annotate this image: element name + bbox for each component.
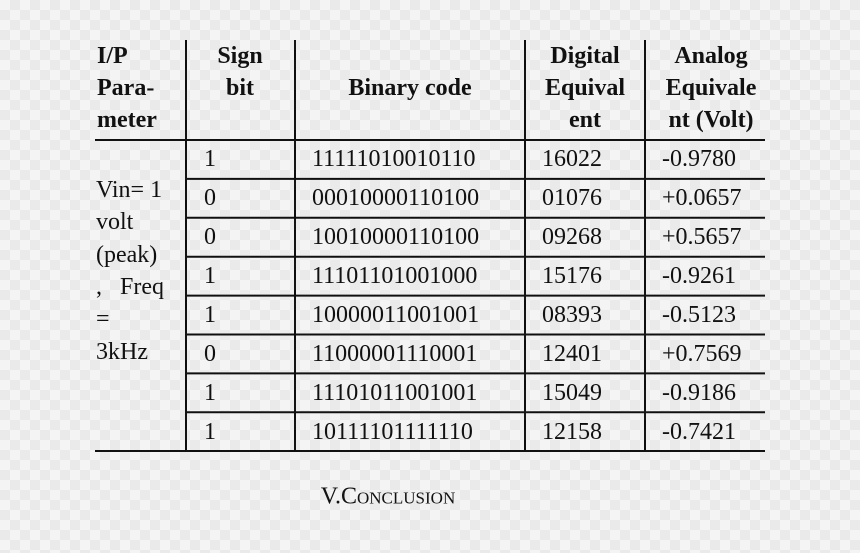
cell: 1 xyxy=(204,418,216,445)
cell: 1 xyxy=(204,379,216,406)
parameter-text: Vin= 1 xyxy=(96,177,163,203)
cell: +0.0657 xyxy=(662,185,742,212)
cell: 1 xyxy=(204,263,216,290)
cell: 11111010010110 xyxy=(312,146,476,173)
cell: 11000001110001 xyxy=(312,340,478,367)
cell: 01076 xyxy=(542,185,602,212)
header-cell: bit xyxy=(225,75,255,101)
cell: 15176 xyxy=(542,263,602,290)
cell: 12401 xyxy=(542,340,602,367)
cell: 10111101111110 xyxy=(312,418,473,445)
cell: 0 xyxy=(204,224,216,251)
cell: 10010000110100 xyxy=(312,224,480,251)
cell: 1 xyxy=(204,302,216,329)
cell: 1 xyxy=(204,146,216,173)
row-rules xyxy=(186,177,765,414)
cell: 09268 xyxy=(542,224,602,251)
cell: 11101101001000 xyxy=(312,263,478,290)
cell: -0.5123 xyxy=(662,302,736,329)
header-cell: Para- xyxy=(97,75,155,101)
cell: -0.9261 xyxy=(662,263,736,290)
header-cell: meter xyxy=(97,107,157,133)
parameter-text: volt xyxy=(96,209,134,236)
header-cell: Equival xyxy=(544,75,626,101)
cell: 16022 xyxy=(542,146,602,173)
parameter-text: = xyxy=(96,306,110,333)
cell: -0.7421 xyxy=(662,418,736,445)
header-cell: Sign xyxy=(217,43,263,69)
header-cell: I/P xyxy=(97,43,128,69)
parameter-text: , Freq xyxy=(96,273,164,300)
cell: 15049 xyxy=(542,379,602,406)
parameter-text: 3kHz xyxy=(96,338,148,365)
cell: +0.7569 xyxy=(662,340,742,367)
cell: 00010000110100 xyxy=(312,185,480,212)
header-cell: Digital xyxy=(550,43,620,69)
cell: -0.9186 xyxy=(662,379,736,406)
header-cell: ent xyxy=(569,107,601,133)
parameter-text: (peak) xyxy=(96,241,158,268)
cell: 0 xyxy=(204,340,216,367)
cell: -0.9780 xyxy=(662,146,736,173)
cell: +0.5657 xyxy=(662,224,742,251)
header-cell: Equivale xyxy=(665,75,757,101)
cell: 12158 xyxy=(542,418,602,445)
header-cell: Analog xyxy=(674,43,748,69)
cell: 11101011001001 xyxy=(312,379,478,406)
cell: 0 xyxy=(204,185,216,212)
header-cell: Binary code xyxy=(348,75,472,101)
header-cell: nt (Volt) xyxy=(668,107,754,133)
cell: 10000011001001 xyxy=(312,302,480,329)
caption: V.Conclusion xyxy=(320,483,456,510)
cell: 08393 xyxy=(542,302,602,329)
